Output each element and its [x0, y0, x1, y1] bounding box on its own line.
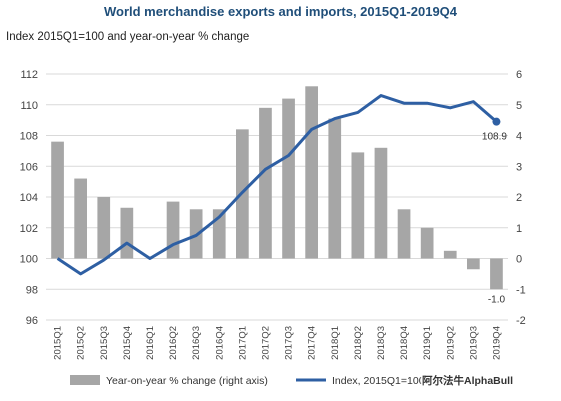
right-axis-tick-label: 3: [516, 161, 522, 173]
bar: [374, 147, 388, 259]
x-axis-tick-label: 2019Q3: [468, 326, 479, 360]
left-axis-tick-label: 110: [20, 100, 38, 112]
x-axis-tick-label: 2017Q2: [260, 326, 271, 360]
index-line-end-marker: [492, 117, 501, 126]
data-label: 108.9: [482, 132, 507, 143]
left-axis-tick-label: 96: [26, 315, 38, 327]
bar: [166, 201, 180, 259]
bar: [397, 209, 411, 259]
bar: [51, 141, 64, 259]
x-axis-tick-label: 2016Q2: [168, 326, 179, 360]
chart-title: World merchandise exports and imports, 2…: [103, 4, 458, 19]
x-axis-tick-label: 2016Q4: [214, 326, 225, 360]
left-axis-tick-label: 108: [20, 131, 38, 143]
right-axis-tick-label: -1: [516, 284, 526, 296]
right-axis-tick-label: 5: [516, 100, 522, 112]
right-axis-tick-label: 1: [516, 223, 522, 235]
right-axis-tick-label: -2: [516, 315, 526, 327]
left-axis-tick-label: 102: [20, 223, 38, 235]
bar: [120, 207, 134, 259]
bar: [420, 227, 434, 259]
left-axis-tick-label: 112: [20, 69, 38, 81]
right-axis-tick-label: 6: [516, 69, 522, 81]
x-axis-tick-label: 2015Q4: [122, 326, 133, 360]
bar: [282, 98, 295, 259]
watermark: 阿尔法牛AlphaBull: [422, 374, 513, 387]
legend-bar-label: Year-on-year % change (right axis): [106, 375, 268, 387]
x-axis-tick-label: 2017Q3: [284, 326, 295, 360]
bar: [466, 258, 480, 270]
left-axis-tick-label: 106: [20, 161, 38, 173]
bar: [97, 197, 111, 259]
bar: [305, 86, 319, 259]
x-axis-tick-label: 2017Q1: [237, 326, 248, 360]
right-axis-tick-label: 4: [516, 131, 522, 143]
bar: [259, 107, 272, 259]
legend-line-label: Index, 2015Q1=100 (2cs): [332, 375, 451, 387]
x-axis-tick-label: 2019Q2: [445, 326, 456, 360]
x-axis-tick-label: 2016Q3: [191, 326, 202, 360]
data-label: -1.0: [488, 294, 506, 305]
x-axis-tick-label: 2016Q1: [145, 326, 156, 360]
x-axis-tick-label: 2018Q2: [353, 326, 364, 360]
x-axis-tick-label: 2015Q1: [53, 326, 64, 360]
x-axis-tick-label: 2019Q1: [422, 326, 433, 360]
right-axis-tick-label: 2: [516, 192, 522, 204]
x-axis-tick-label: 2018Q3: [376, 326, 387, 360]
left-axis-tick-label: 104: [20, 192, 38, 204]
x-axis-tick-label: 2019Q4: [491, 326, 502, 360]
right-axis-tick-label: 0: [516, 254, 522, 266]
legend-bar-swatch: [70, 375, 100, 385]
left-axis-tick-label: 100: [20, 254, 38, 266]
x-axis-tick-label: 2015Q2: [76, 326, 87, 360]
left-axis-tick-label: 98: [26, 284, 38, 296]
bar: [490, 258, 503, 290]
index-line: [56, 94, 498, 276]
x-axis-tick-label: 2018Q1: [330, 326, 341, 360]
bar: [212, 209, 226, 259]
bar: [74, 178, 88, 259]
bar: [328, 118, 342, 259]
bar: [443, 250, 457, 259]
chart-subtitle: Index 2015Q1=100 and year-on-year % chan…: [6, 31, 250, 43]
x-axis-tick-label: 2018Q4: [399, 326, 410, 360]
bar: [351, 152, 365, 259]
x-axis-tick-label: 2017Q4: [307, 326, 318, 360]
x-axis-tick-label: 2015Q3: [99, 326, 110, 360]
